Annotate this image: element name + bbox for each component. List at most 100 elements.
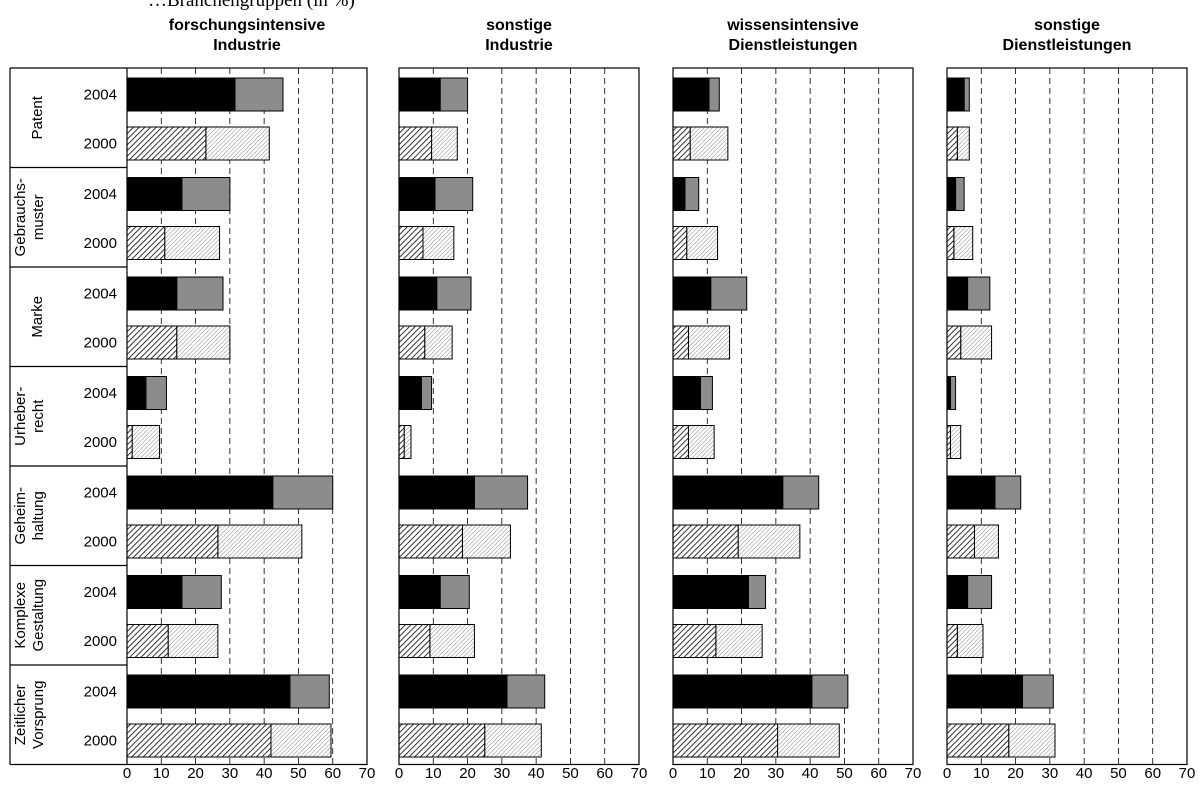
chart-panel: 0 10 20 30 40 50 60 70 bbox=[943, 67, 1195, 782]
panel-titles: forschungsintensive Industrie sonstige Indu… bbox=[169, 17, 1132, 54]
x-tick-label: 0 bbox=[669, 765, 677, 782]
group-label: Geheim-haltung bbox=[12, 487, 47, 545]
x-tick-label: 0 bbox=[395, 765, 403, 782]
group-label: Patent bbox=[29, 95, 46, 139]
x-tick-label: 20 bbox=[1007, 765, 1024, 782]
bar-segment-lower bbox=[126, 674, 291, 709]
bar-segment-lower bbox=[946, 475, 996, 510]
group-label: Marke bbox=[29, 296, 46, 338]
bar-segment-lower bbox=[126, 624, 169, 658]
bar-segment-upper bbox=[686, 226, 719, 260]
bar-segment-lower bbox=[672, 77, 710, 112]
year-label: 2004 bbox=[84, 286, 117, 303]
bar-segment-upper bbox=[424, 325, 453, 360]
panel-title: forschungsintensive Industrie bbox=[169, 17, 326, 54]
bar-segment-lower bbox=[126, 325, 178, 360]
bar-segment-lower bbox=[672, 376, 701, 410]
x-tick-label: 50 bbox=[836, 765, 853, 782]
x-tick-label: 70 bbox=[359, 765, 376, 782]
bar-segment-upper bbox=[181, 177, 231, 211]
bar-segment-upper bbox=[963, 77, 970, 112]
bar-segment-lower bbox=[946, 674, 1023, 709]
bar-segment-upper bbox=[176, 325, 231, 360]
bar-segment-lower bbox=[398, 226, 424, 260]
bar-segment-upper bbox=[289, 674, 330, 709]
group-label: ZeitlicherVorsprung bbox=[12, 681, 47, 749]
bar-segment-lower bbox=[672, 575, 749, 609]
panel-title: sonstige Dienstleistungen bbox=[1003, 17, 1132, 54]
bar-segment-lower bbox=[672, 226, 688, 260]
bar-segment-upper bbox=[461, 524, 511, 559]
x-tick-label: 20 bbox=[733, 765, 750, 782]
panel-frame bbox=[946, 67, 1188, 766]
group-label: Gebrauchs-muster bbox=[12, 178, 47, 256]
bar-segment-upper bbox=[953, 226, 974, 260]
bar-segment-upper bbox=[737, 524, 801, 559]
bar-segment-lower bbox=[398, 126, 433, 161]
year-label: 2000 bbox=[84, 235, 117, 252]
bar-segment-upper bbox=[217, 524, 303, 559]
year-label: 2000 bbox=[84, 136, 117, 153]
bar-segment-upper bbox=[684, 177, 700, 211]
bar-segment-lower bbox=[398, 177, 436, 211]
bar-segment-upper bbox=[956, 126, 970, 161]
year-label: 2000 bbox=[84, 733, 117, 750]
bar-segment-lower bbox=[126, 475, 274, 510]
bar-segment-upper bbox=[431, 126, 458, 161]
bar-segment-lower bbox=[672, 674, 813, 709]
x-tick-label: 60 bbox=[596, 765, 613, 782]
x-tick-label: 60 bbox=[870, 765, 887, 782]
bar-segment-lower bbox=[946, 624, 958, 658]
panel-title: wissensintensive Dienstleistungen bbox=[726, 17, 859, 54]
x-tick-label: 40 bbox=[256, 765, 273, 782]
bar-segment-upper bbox=[439, 575, 470, 609]
bar-segment-upper bbox=[967, 575, 993, 609]
x-tick-label: 0 bbox=[123, 765, 131, 782]
x-tick-label: 60 bbox=[324, 765, 341, 782]
bar-segment-lower bbox=[946, 575, 969, 609]
bar-segment-lower bbox=[398, 475, 475, 510]
group-label: Urheber-recht bbox=[12, 387, 47, 446]
bar-segment-lower bbox=[398, 723, 486, 758]
bar-segment-upper bbox=[436, 276, 472, 311]
bar-segment-lower bbox=[126, 126, 207, 161]
bar-segment-upper bbox=[955, 177, 965, 211]
bar-segment-lower bbox=[672, 723, 779, 758]
bar-segment-upper bbox=[403, 425, 412, 459]
panel-frame bbox=[126, 67, 368, 766]
bar-segment-upper bbox=[949, 425, 962, 459]
year-label: 2004 bbox=[84, 385, 117, 402]
bar-segment-lower bbox=[672, 425, 689, 459]
bar-segment-lower bbox=[946, 226, 955, 260]
bar-segment-upper bbox=[473, 475, 529, 510]
bar-segment-lower bbox=[126, 77, 236, 112]
year-label: 2004 bbox=[84, 87, 117, 104]
bar-segment-upper bbox=[811, 674, 849, 709]
bar-segment-upper bbox=[205, 126, 270, 161]
x-tick-label: 40 bbox=[802, 765, 819, 782]
year-label: 2000 bbox=[84, 633, 117, 650]
x-tick-label: 20 bbox=[187, 765, 204, 782]
bar-segment-lower bbox=[672, 126, 691, 161]
year-label: 2000 bbox=[84, 335, 117, 352]
chart-panels: 0 10 20 30 40 50 60 70 0 10 20 30 40 50 60 70 0 10 20 30 40 5… bbox=[123, 67, 1195, 782]
x-tick-label: 10 bbox=[153, 765, 170, 782]
bar-segment-upper bbox=[699, 376, 713, 410]
x-tick-label: 30 bbox=[1042, 765, 1059, 782]
bar-segment-lower bbox=[672, 475, 784, 510]
x-tick-label: 30 bbox=[768, 765, 785, 782]
bar-segment-upper bbox=[434, 177, 474, 211]
chart-panel: 0 10 20 30 40 50 60 70 bbox=[669, 67, 921, 782]
chart-panel: 0 10 20 30 40 50 60 70 bbox=[123, 67, 376, 782]
x-tick-label: 20 bbox=[459, 765, 476, 782]
year-label: 2000 bbox=[84, 534, 117, 551]
bar-segment-upper bbox=[973, 524, 999, 559]
x-tick-label: 50 bbox=[1110, 765, 1127, 782]
bar-segment-lower bbox=[946, 276, 969, 311]
bar-segment-lower bbox=[946, 524, 975, 559]
year-label: 2004 bbox=[84, 186, 117, 203]
bar-segment-upper bbox=[777, 723, 840, 758]
x-tick-label: 0 bbox=[943, 765, 951, 782]
bar-segment-lower bbox=[398, 376, 422, 410]
bar-segment-lower bbox=[126, 425, 133, 459]
